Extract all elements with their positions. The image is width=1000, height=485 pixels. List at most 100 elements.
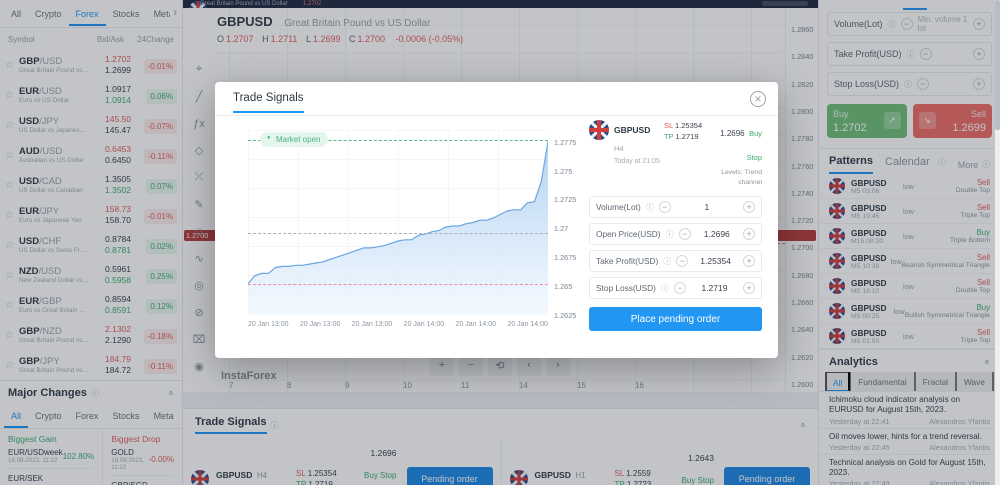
signal-timeframe: H4 xyxy=(256,471,268,481)
modal-input-field[interactable]: Take Profit(USD) 1.25354 xyxy=(589,250,762,273)
decrease-button[interactable] xyxy=(900,18,913,30)
tab-calendar[interactable]: Calendar xyxy=(885,156,946,173)
watchlist-tab[interactable]: All xyxy=(4,1,28,26)
watchlist-row[interactable]: USD/CHF US Dollar vs Swiss Franc 0.8784 … xyxy=(0,230,182,260)
modal-chart[interactable]: Market open xyxy=(248,130,548,315)
increase-button[interactable] xyxy=(743,228,755,241)
watchlist-tab[interactable]: Forex xyxy=(68,1,106,26)
order-input-field[interactable]: Volume(Lot) Min. volume 1 lot xyxy=(827,12,992,36)
hide-drawings-icon[interactable]: ⊘ xyxy=(188,299,210,326)
increase-button[interactable] xyxy=(743,255,755,268)
page-scrollbar[interactable] xyxy=(995,0,1000,485)
remove-all-drawings-icon[interactable]: ⌧ xyxy=(188,326,210,353)
analytics-tab[interactable]: Fundamental xyxy=(850,372,915,391)
magnet-icon[interactable]: ◎ xyxy=(188,272,210,299)
modal-input-field[interactable]: Open Price(USD) 1.2696 xyxy=(589,223,762,246)
pan-left-button[interactable]: ‹ xyxy=(517,354,541,376)
watchlist-row[interactable]: GBP/JPY Great Britain Pound vs Japa... 1… xyxy=(0,350,182,380)
pending-order-button[interactable]: Pending order xyxy=(724,466,810,485)
watchlist-row[interactable]: NZD/USD New Zealand Dollar vs US Do... 0… xyxy=(0,260,182,290)
pattern-icon[interactable]: ∿ xyxy=(188,245,210,272)
indicators-fx-icon[interactable]: ƒx xyxy=(188,110,210,137)
increase-button[interactable] xyxy=(743,201,755,214)
bid-ask-cell: 0.6453 0.6450 xyxy=(89,144,131,167)
pan-right-button[interactable]: › xyxy=(546,354,570,376)
watchlist-row[interactable]: AUD/USD Australian vs US Dollar 0.6453 0… xyxy=(0,140,182,170)
trade-signals-title: Trade Signals xyxy=(195,416,267,434)
shapes-icon[interactable]: ◇ xyxy=(188,137,210,164)
watchlist-row[interactable]: GBP/NZD Great Britain Pound vs New ... 2… xyxy=(0,320,182,350)
pattern-row[interactable]: GBPUSD M5 10:38 low Sell Bearish Symmetr… xyxy=(819,249,1000,274)
sell-button[interactable]: Sell 1.2699 ↘ xyxy=(912,104,992,138)
decrease-button[interactable] xyxy=(658,201,671,214)
watchlist-row[interactable]: USD/JPY US Dollar vs Japanese Yen 145.50… xyxy=(0,110,182,140)
analytics-tab[interactable]: All xyxy=(825,372,851,391)
modal-title-tab[interactable]: Trade Signals xyxy=(233,92,304,113)
increase-button[interactable] xyxy=(973,18,985,30)
pattern-row[interactable]: GBPUSD M15 08:30 low Buy Triple Bottom xyxy=(819,224,1000,249)
increase-button[interactable] xyxy=(973,48,985,60)
info-icon xyxy=(938,158,946,167)
reset-view-button[interactable]: ⟲ xyxy=(488,354,512,376)
price-axis[interactable]: 1.2860 1.2840 1.2820 1.2800 1.2780 1.276… xyxy=(785,8,818,392)
watchlist-row[interactable]: USD/CAD US Dollar vs Canadian 1.3505 1.3… xyxy=(0,170,182,200)
signal-strategy: Levels: Trend channel xyxy=(721,169,762,187)
analytics-item[interactable]: Ichimoku cloud indicator analysis on EUR… xyxy=(819,392,1000,429)
order-input-field[interactable]: Stop Loss(USD) xyxy=(827,72,992,96)
tabs-overflow-chevron-icon[interactable]: › xyxy=(170,7,180,19)
scrollbar-thumb[interactable] xyxy=(995,0,1000,130)
close-icon[interactable]: ✕ xyxy=(750,91,766,107)
biggest-drop-label: Biggest Drop xyxy=(111,434,161,444)
pattern-row[interactable]: GBPUSD M5 01:50 low Sell Triple Top xyxy=(819,324,1000,349)
modal-input-field[interactable]: Volume(Lot) 1 xyxy=(589,196,762,219)
place-pending-order-button[interactable]: Place pending order xyxy=(589,307,762,332)
analytics-item[interactable]: Technical analysis on Gold for August 15… xyxy=(819,455,1000,485)
major-changes-tab[interactable]: Stocks xyxy=(106,403,147,428)
watchlist-row[interactable]: GBP/USD Great Britain Pound vs US D... 1… xyxy=(0,50,182,80)
decrease-button[interactable] xyxy=(919,48,932,60)
increase-button[interactable] xyxy=(743,282,755,295)
decrease-button[interactable] xyxy=(678,228,691,241)
analytics-tab[interactable]: Wave xyxy=(956,372,993,391)
watchlist-row[interactable]: EUR/GBP Euro vs Great Britain Pound 0.85… xyxy=(0,290,182,320)
pending-order-button[interactable]: Pending order xyxy=(406,466,493,485)
watchlist-tab[interactable]: Meta xyxy=(147,1,181,26)
watchlist-row[interactable]: EUR/USD Euro vs US Dollar 1.0917 1.0914 … xyxy=(0,80,182,110)
zoom-out-button[interactable]: − xyxy=(459,354,483,376)
modal-input-field[interactable]: Stop Loss(USD) 1.2719 xyxy=(589,277,762,300)
price-axis-tick: 1.2820 xyxy=(791,79,814,89)
camera-icon[interactable]: ◉ xyxy=(188,353,210,380)
watchlist-row[interactable]: EUR/JPY Euro vs Japanese Yen 158.73 158.… xyxy=(0,200,182,230)
decrease-button[interactable] xyxy=(676,255,689,268)
trendline-icon[interactable]: ╱ xyxy=(188,83,210,110)
major-changes-tab[interactable]: Crypto xyxy=(28,403,69,428)
increase-button[interactable] xyxy=(973,78,985,90)
pattern-row[interactable]: GBPUSD M5 03:06 low Sell Double Top xyxy=(819,174,1000,199)
navbar-button[interactable] xyxy=(762,1,808,6)
next-gain-symbol[interactable]: EUR/SEK xyxy=(8,468,95,483)
pattern-row[interactable]: GBPUSD M5 19:45 low Sell Triple Top xyxy=(819,199,1000,224)
major-changes-tab[interactable]: All xyxy=(4,403,29,428)
analytics-tab[interactable]: Fractal xyxy=(914,372,957,391)
watchlist-tab[interactable]: Crypto xyxy=(28,1,69,26)
zoom-in-button[interactable]: + xyxy=(430,354,454,376)
crosshair-icon[interactable]: ⌖ xyxy=(188,56,210,83)
pattern-row[interactable]: GBPUSD M5 00:25 low Buy Bullish Symmetri… xyxy=(819,299,1000,324)
brush-icon[interactable]: ✎ xyxy=(188,191,210,218)
order-input-field[interactable]: Take Profit(USD) xyxy=(827,42,992,66)
gann-lines-icon[interactable]: ⤫ xyxy=(188,164,210,191)
buy-button[interactable]: Buy 1.2702 ↗ xyxy=(827,104,907,138)
biggest-drop-entry[interactable]: GOLD 16.08.2023, 11:22 -0.00% xyxy=(111,448,174,471)
next-drop-symbol[interactable]: GBP/SGD xyxy=(111,475,174,485)
pattern-row[interactable]: GBPUSD M5 18:10 low Sell Double Top xyxy=(819,274,1000,299)
major-changes-tab[interactable]: Meta xyxy=(147,403,181,428)
analytics-item[interactable]: Oil moves lower, hints for a trend rever… xyxy=(819,429,1000,455)
more-dropdown[interactable]: More xyxy=(957,159,979,170)
biggest-gain-entry[interactable]: EUR/USDweek 16.08.2023, 11:22 102.80% xyxy=(8,448,95,464)
decrease-button[interactable] xyxy=(917,78,930,90)
watchlist-tab[interactable]: Stocks xyxy=(106,1,147,26)
emoji-icon[interactable]: ☺ xyxy=(188,218,210,245)
decrease-button[interactable] xyxy=(673,282,686,295)
major-changes-tab[interactable]: Forex xyxy=(69,403,106,428)
tab-patterns[interactable]: Patterns xyxy=(829,155,874,174)
